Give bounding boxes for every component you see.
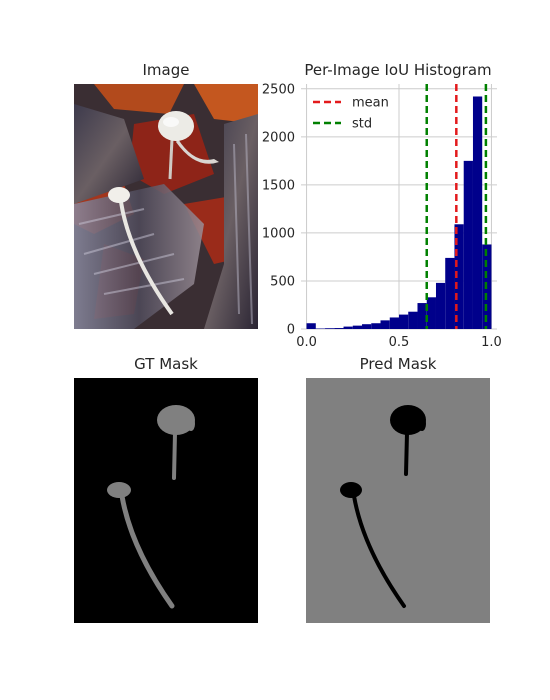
histogram-bar (472, 96, 483, 329)
histogram-bar (352, 325, 363, 329)
histogram-bar (417, 303, 427, 329)
gt-mask-panel (74, 378, 258, 623)
y-tick-label: 0 (287, 323, 295, 338)
y-tick-label: 2000 (262, 130, 295, 145)
x-tick-label: 0.5 (389, 335, 410, 350)
histogram-panel-title: Per-Image IoU Histogram (304, 61, 492, 79)
histogram-bar (389, 317, 399, 329)
y-tick-label: 1000 (262, 226, 295, 241)
histogram-bar (435, 282, 446, 329)
photo-panel (74, 84, 258, 329)
histogram-bar (482, 244, 492, 329)
y-tick-label: 1500 (262, 178, 295, 193)
histogram-bar (399, 314, 409, 329)
histogram-bar (445, 257, 455, 329)
x-tick-label: 1.0 (481, 335, 502, 350)
mushroom-photo (74, 84, 258, 329)
histogram-bar (426, 297, 436, 329)
y-tick-label: 2500 (262, 82, 295, 97)
histogram-bar (343, 326, 353, 329)
histogram-bar (362, 324, 372, 329)
legend-label-std: std (352, 117, 372, 132)
pred-mask-panel (306, 378, 490, 623)
histogram-bar (408, 311, 418, 329)
legend-label-mean: mean (352, 96, 389, 111)
histogram-bar (334, 328, 344, 329)
histogram-bar (371, 323, 381, 329)
x-tick-label: 0.0 (296, 335, 317, 350)
image-panel-title: Image (142, 61, 190, 79)
gt-mask-image (74, 378, 258, 623)
histogram-bar (463, 160, 473, 329)
histogram-bar (306, 323, 316, 329)
histogram-bar (380, 320, 390, 329)
y-tick-label: 500 (270, 274, 295, 289)
gt-mask-panel-title: GT Mask (134, 355, 198, 373)
pred-mask-image (306, 378, 490, 623)
histogram-bar (325, 328, 335, 329)
histogram-bar (454, 224, 464, 329)
pred-mask-panel-title: Pred Mask (359, 355, 437, 373)
